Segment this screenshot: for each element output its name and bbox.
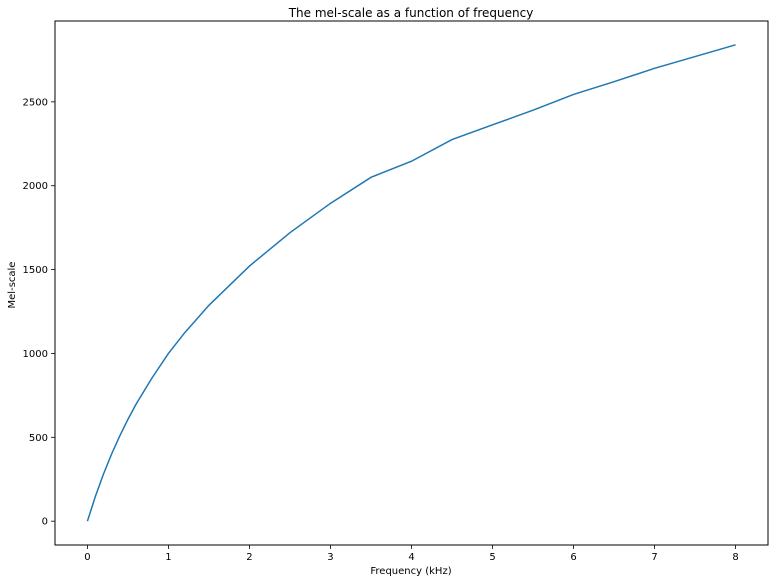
y-axis-ticks: 0 500 1000 1500 2000 2500 bbox=[23, 97, 55, 528]
y-tick-label: 1500 bbox=[23, 265, 48, 276]
x-axis-label: Frequency (kHz) bbox=[370, 566, 451, 577]
x-tick-label: 1 bbox=[165, 552, 171, 563]
y-axis-label: Mel-scale bbox=[7, 262, 18, 309]
x-tick-label: 4 bbox=[408, 552, 414, 563]
x-axis-ticks: 0 1 2 3 4 5 6 7 8 bbox=[84, 545, 739, 563]
x-tick-label: 3 bbox=[327, 552, 333, 563]
y-tick-label: 1000 bbox=[23, 349, 48, 360]
mel-curve-line bbox=[86, 44, 736, 522]
x-tick-label: 8 bbox=[732, 552, 738, 563]
x-tick-label: 6 bbox=[570, 552, 576, 563]
x-tick-label: 5 bbox=[489, 552, 495, 563]
chart-title: The mel-scale as a function of frequency bbox=[288, 6, 534, 20]
plot-frame bbox=[54, 20, 769, 546]
y-tick-label: 2500 bbox=[23, 97, 48, 108]
y-tick-label: 500 bbox=[29, 433, 48, 444]
plot-area: 0 1 2 3 4 5 6 7 8 0 500 1000 1500 2000 2500 bbox=[23, 20, 769, 563]
x-tick-label: 2 bbox=[246, 552, 252, 563]
y-tick-label: 2000 bbox=[23, 181, 48, 192]
y-tick-label: 0 bbox=[42, 517, 48, 528]
x-tick-label: 0 bbox=[84, 552, 90, 563]
x-tick-label: 7 bbox=[651, 552, 657, 563]
